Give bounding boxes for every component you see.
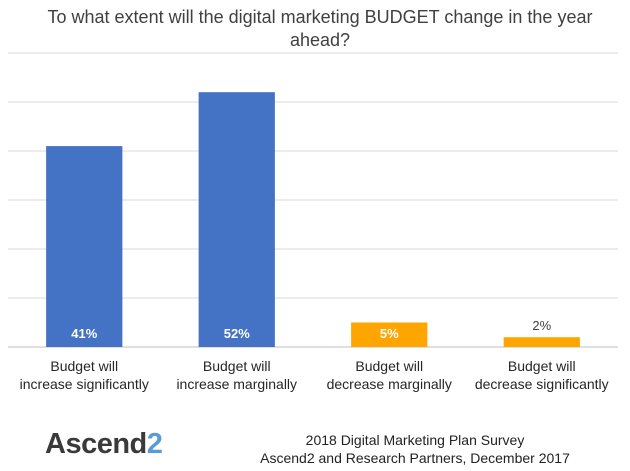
category-label-1-line-1: Budget will [50,358,118,374]
credit-line-2: Ascend2 and Research Partners, December … [260,450,570,466]
bar-2 [198,92,275,347]
logo-text: Ascend [45,428,147,460]
source-credit: 2018 Digital Marketing Plan Survey Ascen… [250,431,580,467]
credit-line-1: 2018 Digital Marketing Plan Survey [305,432,525,448]
bar-3 [351,322,428,347]
category-label-4-line-2: decrease significantly [475,376,609,392]
logo-two: 2 [146,428,163,460]
category-label-2-line-1: Budget will [203,358,271,374]
category-label-1-line-2: increase significantly [20,376,149,392]
data-label-2: 52% [224,326,250,341]
category-label-3-line-1: Budget will [355,358,423,374]
bar-4 [503,337,580,347]
data-label-3: 5% [380,326,399,341]
data-label-4: 2% [532,318,551,333]
bar-1 [46,146,123,347]
category-label-3-line-2: decrease marginally [327,376,452,392]
category-label-4-line-1: Budget will [508,358,576,374]
category-label-2-line-2: increase marginally [176,376,297,392]
ascend2-logo: Ascend2 [45,428,163,461]
chart-title: To what extent will the digital marketin… [47,7,593,50]
bar-chart: 41% Budget will increase significantly 52% B… [8,52,618,392]
data-label-1: 41% [71,326,97,341]
